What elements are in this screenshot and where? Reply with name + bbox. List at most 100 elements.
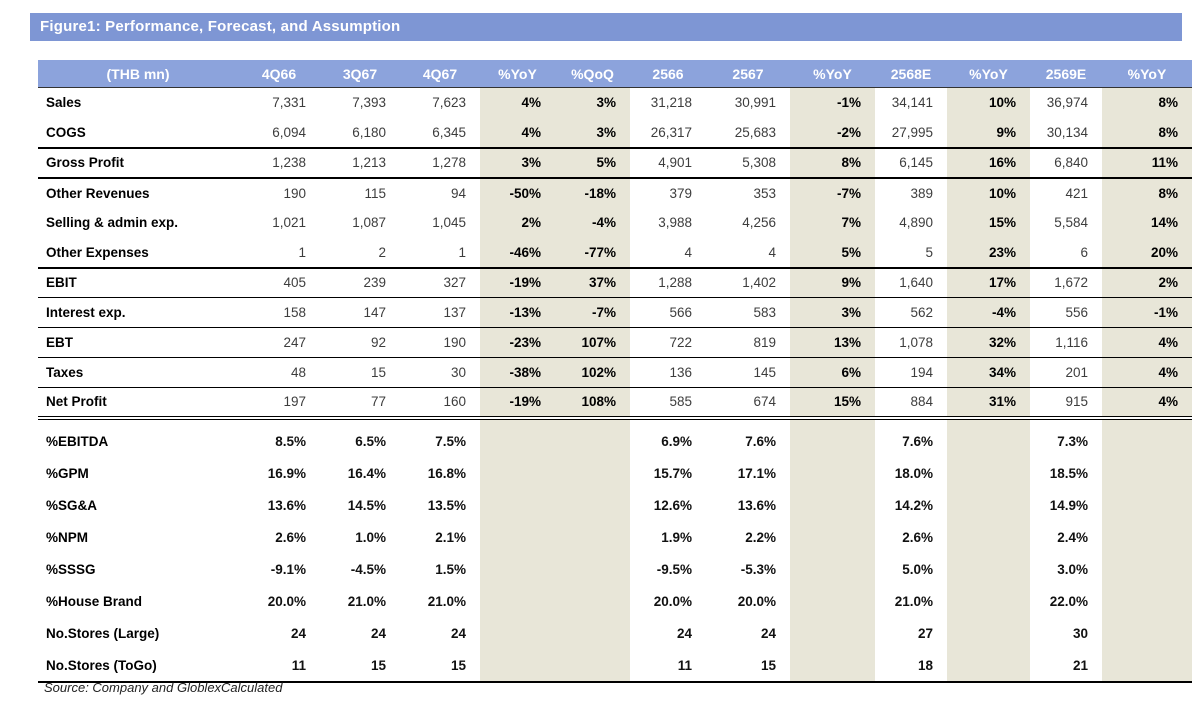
table-row: EBIT 405 239 327 -19% 37% 1,288 1,402 9% 1,640 17%… (38, 267, 1192, 298)
value-cell (480, 457, 555, 490)
value-cell (555, 457, 630, 490)
value-cell: 1.5% (435, 562, 466, 577)
value-cell: 2.6% (275, 530, 306, 545)
value-cell (947, 489, 1030, 522)
value-cell: 160 (443, 394, 466, 410)
section-spacer-row (38, 417, 1192, 426)
value-cell: 147 (363, 305, 386, 320)
row-label: %House Brand (46, 594, 143, 609)
value-cell: 6 (1080, 244, 1088, 260)
value-cell: 201 (1065, 365, 1088, 380)
value-cell: 7% (790, 207, 875, 238)
value-cell: 674 (753, 394, 776, 410)
spacer-cell (790, 417, 875, 426)
value-cell: 11% (1102, 147, 1192, 178)
value-cell: 14.5% (347, 498, 386, 513)
value-cell: 6.5% (355, 434, 386, 449)
value-cell: 4,890 (899, 215, 933, 230)
value-cell: 94 (450, 185, 466, 201)
value-cell (1102, 617, 1192, 650)
value-cell: -4% (555, 207, 630, 238)
value-cell: 190 (283, 185, 306, 201)
table-row: Taxes 48 15 30 -38% 102% 136 145 6% 194 34% 201 4% (38, 357, 1192, 388)
row-label: COGS (46, 124, 86, 140)
value-cell: 2% (480, 207, 555, 238)
value-cell: 239 (363, 275, 386, 291)
value-cell (790, 457, 875, 490)
value-cell: 13% (790, 327, 875, 358)
value-cell: 18.5% (1049, 466, 1088, 481)
value-cell: 34,141 (891, 95, 933, 111)
value-cell: 77 (370, 394, 386, 410)
value-cell: 30,991 (734, 95, 776, 111)
value-cell: 379 (669, 185, 692, 201)
value-cell (555, 425, 630, 458)
value-cell (1102, 649, 1192, 682)
value-cell: 1.0% (355, 530, 386, 545)
value-cell: 9% (947, 117, 1030, 148)
value-cell: 7.3% (1057, 434, 1088, 449)
value-cell: 20% (1102, 237, 1192, 268)
value-cell: 32% (947, 327, 1030, 358)
value-cell: 8% (1102, 117, 1192, 148)
column-header: %YoY (480, 60, 555, 88)
value-cell: 6,094 (272, 124, 306, 140)
value-cell: 2% (1102, 267, 1192, 298)
value-cell: 10% (947, 87, 1030, 118)
spacer-cell (480, 417, 555, 426)
value-cell: 48 (290, 365, 306, 380)
row-label: %NPM (46, 530, 89, 545)
value-cell: -2% (790, 117, 875, 148)
figure-title: Figure1: Performance, Forecast, and Assu… (40, 18, 401, 35)
table-row: COGS 6,094 6,180 6,345 4% 3% 26,317 25,683 -2% 27… (38, 117, 1192, 148)
value-cell: 16.9% (267, 466, 306, 481)
value-cell: 4,256 (742, 215, 776, 230)
value-cell: 13.6% (737, 498, 776, 513)
value-cell: 2.2% (745, 530, 776, 545)
value-cell: -4% (947, 297, 1030, 328)
value-cell: 36,974 (1046, 95, 1088, 111)
value-cell: 15% (947, 207, 1030, 238)
value-cell: 7,331 (272, 95, 306, 111)
row-label: Interest exp. (46, 305, 126, 320)
value-cell: 37% (555, 267, 630, 298)
value-cell: 16.8% (427, 466, 466, 481)
column-header: %YoY (790, 60, 875, 88)
value-cell: 5,584 (1054, 215, 1088, 230)
value-cell: 18 (917, 657, 933, 673)
source-note: Source: Company and GloblexCalculated (44, 680, 283, 695)
value-cell: 8% (1102, 87, 1192, 118)
figure-title-bar: Figure1: Performance, Forecast, and Assu… (30, 13, 1182, 41)
value-cell (790, 553, 875, 586)
row-label: EBT (46, 335, 73, 350)
value-cell: 1,087 (352, 215, 386, 230)
value-cell: 102% (555, 357, 630, 388)
value-cell (790, 585, 875, 618)
value-cell: 15 (370, 657, 386, 673)
spacer-cell (875, 418, 947, 426)
value-cell: 137 (443, 305, 466, 320)
value-cell (1102, 489, 1192, 522)
value-cell: 819 (753, 335, 776, 350)
value-cell: 30,134 (1046, 124, 1088, 140)
value-cell: -19% (480, 387, 555, 418)
table-row: %SSSG -9.1% -4.5% 1.5% -9.5% -5.3% 5.0% 3.0% (38, 553, 1192, 586)
value-cell: 24 (370, 626, 386, 641)
value-cell: 27 (917, 626, 933, 641)
table-row: No.Stores (ToGo) 11 15 15 11 15 18 21 (38, 649, 1192, 682)
value-cell: 1,213 (352, 155, 386, 170)
spacer-cell (1102, 417, 1192, 426)
value-cell: 10% (947, 177, 1030, 208)
value-cell: 3% (480, 147, 555, 178)
value-cell (1102, 553, 1192, 586)
value-cell: 7.6% (902, 434, 933, 449)
value-cell: 327 (443, 275, 466, 291)
value-cell: 14.9% (1049, 498, 1088, 513)
value-cell (480, 553, 555, 586)
column-header: 4Q67 (400, 60, 480, 88)
value-cell (1102, 521, 1192, 554)
table-row: %GPM 16.9% 16.4% 16.8% 15.7% 17.1% 18.0% 18.5% (38, 457, 1192, 490)
value-cell: 6% (790, 357, 875, 388)
value-cell: 16.4% (347, 466, 386, 481)
